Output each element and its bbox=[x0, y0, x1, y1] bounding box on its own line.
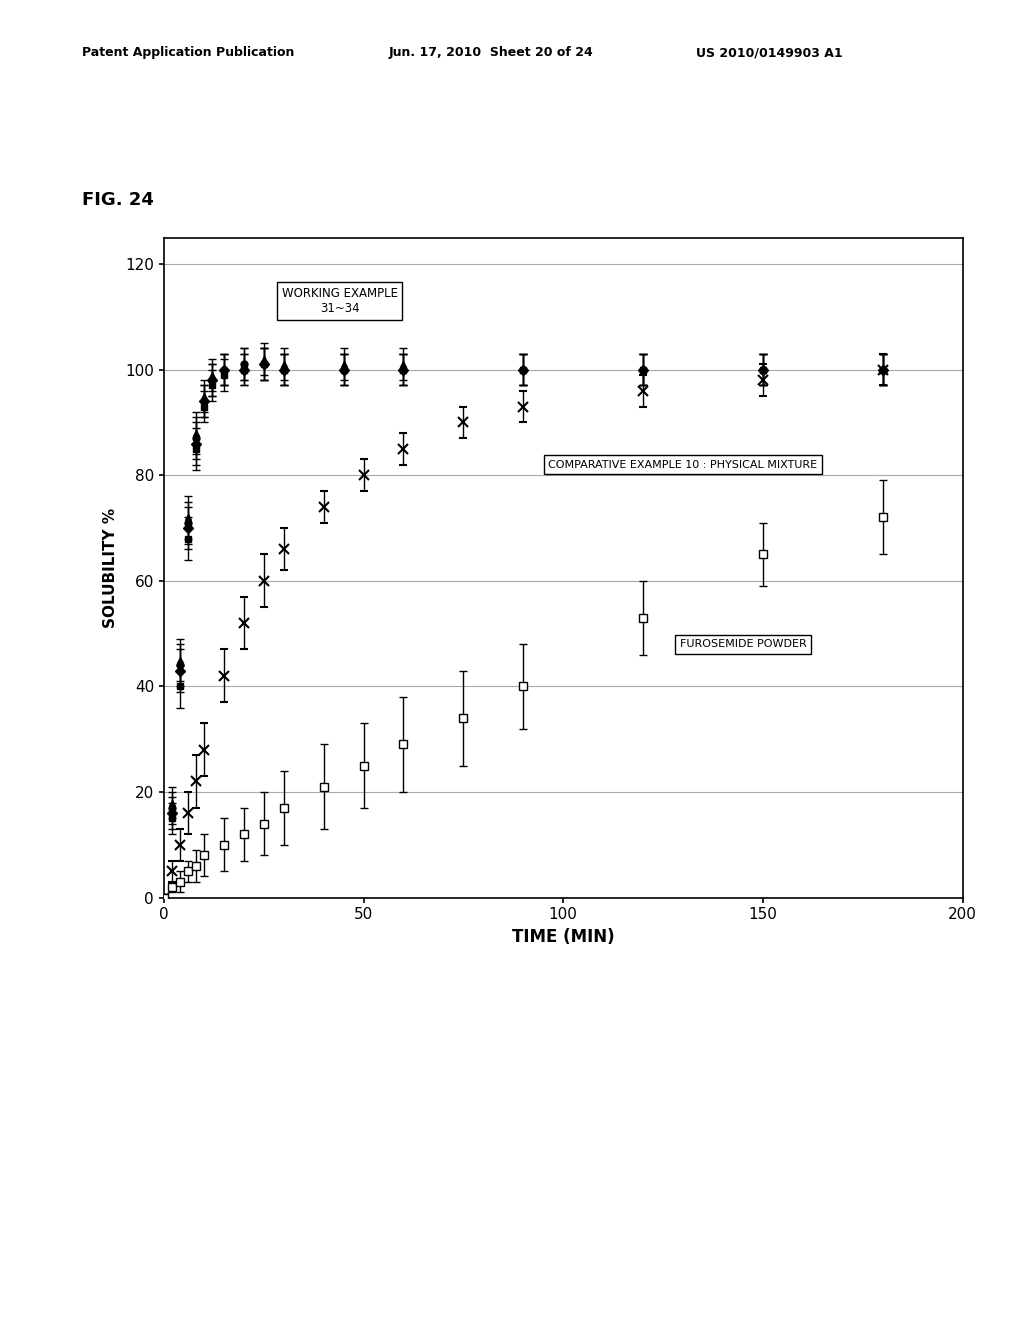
Text: FIG. 24: FIG. 24 bbox=[82, 191, 154, 210]
Text: FUROSEMIDE POWDER: FUROSEMIDE POWDER bbox=[680, 639, 806, 649]
Text: Patent Application Publication: Patent Application Publication bbox=[82, 46, 294, 59]
Text: Jun. 17, 2010  Sheet 20 of 24: Jun. 17, 2010 Sheet 20 of 24 bbox=[389, 46, 594, 59]
Y-axis label: SOLUBILITY %: SOLUBILITY % bbox=[103, 507, 119, 628]
Text: US 2010/0149903 A1: US 2010/0149903 A1 bbox=[696, 46, 843, 59]
Text: COMPARATIVE EXAMPLE 10 : PHYSICAL MIXTURE: COMPARATIVE EXAMPLE 10 : PHYSICAL MIXTUR… bbox=[549, 459, 817, 470]
Text: WORKING EXAMPLE
31~34: WORKING EXAMPLE 31~34 bbox=[282, 286, 397, 315]
X-axis label: TIME (MIN): TIME (MIN) bbox=[512, 928, 614, 946]
